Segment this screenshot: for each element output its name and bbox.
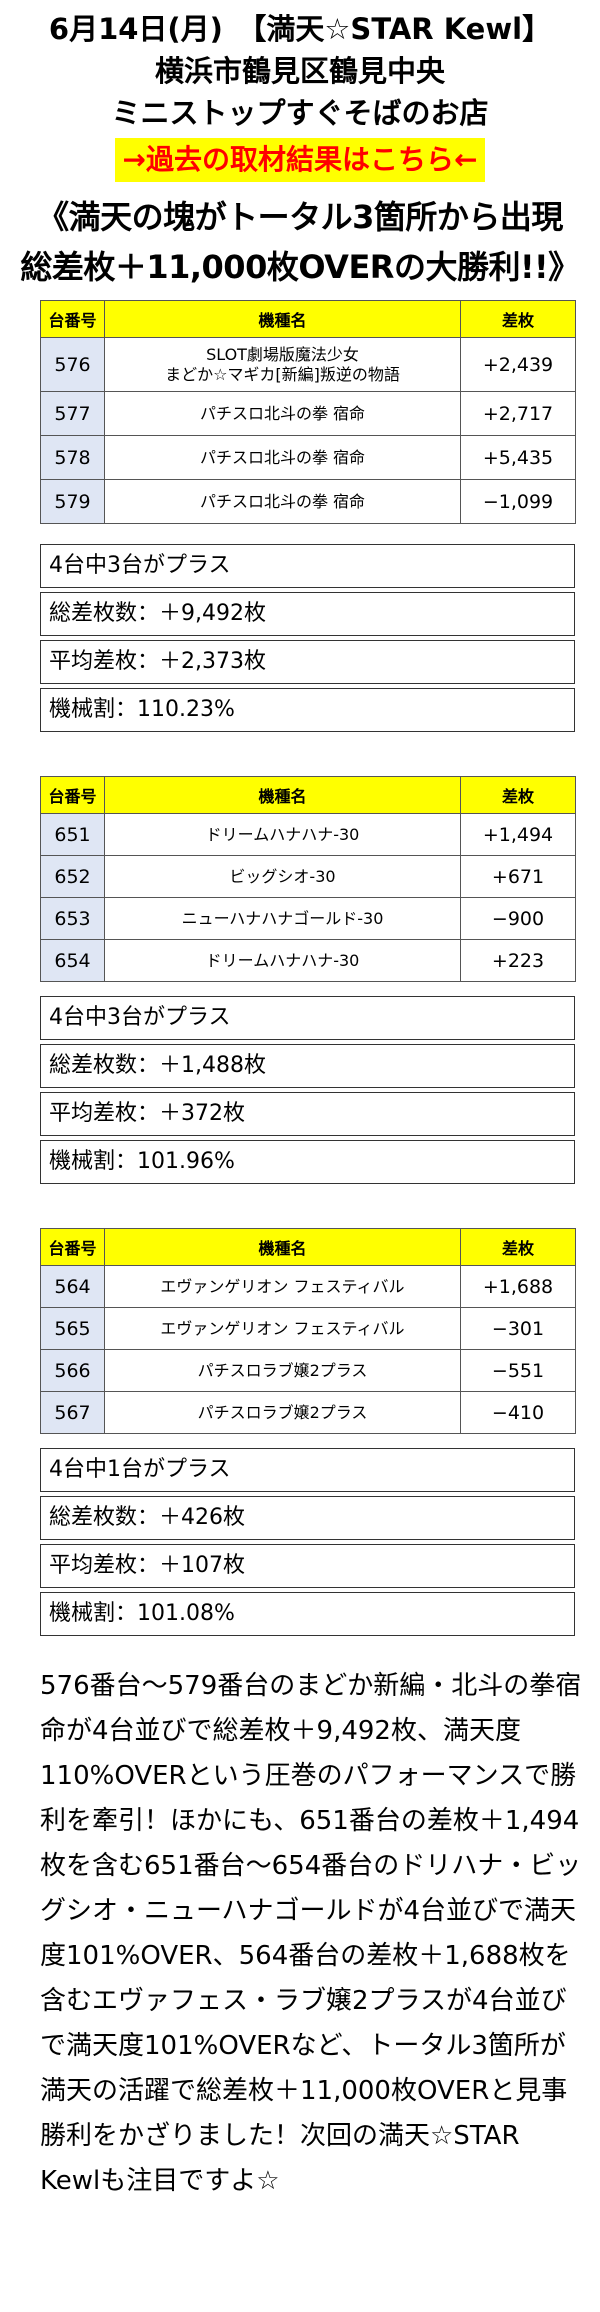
past-results-link[interactable]: →過去の取材結果はこちら← <box>114 138 486 182</box>
average-diff: 平均差枚：＋372枚 <box>40 1092 575 1136</box>
machine-name: ドリームハナハナ-30 <box>104 939 461 982</box>
store-landmark: ミニストップすぐそばのお店 <box>111 96 489 130</box>
result-group-1: 台番号 機種名 差枚 576 SLOT劇場版魔法少女 まどか☆マギカ[新編]叛逆… <box>40 300 576 732</box>
table-row: 578 パチスロ北斗の拳 宿命 +5,435 <box>40 435 576 480</box>
total-diff: 総差枚数：＋9,492枚 <box>40 592 575 636</box>
machine-name: ニューハナハナゴールド-30 <box>104 897 461 940</box>
machine-name: エヴァンゲリオン フェスティバル <box>104 1307 461 1350</box>
date-store-title: 6月14日(月) 【満天☆STAR Kewl】 <box>48 12 552 46</box>
machine-number: 564 <box>40 1265 105 1308</box>
machine-name-line-2: まどか☆マギカ[新編]叛逆の物語 <box>165 364 400 384</box>
column-header-machine: 機種名 <box>104 300 461 338</box>
table-row: 651 ドリームハナハナ-30 +1,494 <box>40 813 576 856</box>
coin-diff: −301 <box>460 1307 576 1350</box>
coin-diff: +223 <box>460 939 576 982</box>
table-row: 565 エヴァンゲリオン フェスティバル −301 <box>40 1307 576 1350</box>
table-row: 576 SLOT劇場版魔法少女 まどか☆マギカ[新編]叛逆の物語 +2,439 <box>40 337 576 392</box>
payout-rate: 機械割：101.08% <box>40 1592 575 1636</box>
machine-number: 653 <box>40 897 105 940</box>
machine-number: 576 <box>40 337 105 392</box>
summary-paragraph: 576番台〜579番台のまどか新編・北斗の拳宿命が4台並びで総差枚＋9,492枚… <box>40 1671 582 2196</box>
table-row: 579 パチスロ北斗の拳 宿命 −1,099 <box>40 479 576 524</box>
article-header: 6月14日(月) 【満天☆STAR Kewl】 横浜市鶴見区鶴見中央 ミニストッ… <box>0 0 600 182</box>
coin-diff: −1,099 <box>460 479 576 524</box>
table-row: 566 パチスロラブ嬢2プラス −551 <box>40 1349 576 1392</box>
machine-name: エヴァンゲリオン フェスティバル <box>104 1265 461 1308</box>
machine-name: SLOT劇場版魔法少女 まどか☆マギカ[新編]叛逆の物語 <box>104 337 461 392</box>
table-row: 654 ドリームハナハナ-30 +223 <box>40 939 576 982</box>
machine-name: パチスロラブ嬢2プラス <box>104 1391 461 1434</box>
coin-diff: −551 <box>460 1349 576 1392</box>
column-header-diff: 差枚 <box>460 1228 576 1266</box>
result-group-2: 台番号 機種名 差枚 651 ドリームハナハナ-30 +1,494 652 ビッ… <box>40 776 576 1184</box>
coin-diff: +2,717 <box>460 391 576 436</box>
payout-rate: 機械割：110.23% <box>40 688 575 732</box>
machine-number: 577 <box>40 391 105 436</box>
machine-name: パチスロ北斗の拳 宿命 <box>104 479 461 524</box>
column-header-diff: 差枚 <box>460 776 576 814</box>
machine-name: パチスロラブ嬢2プラス <box>104 1349 461 1392</box>
machine-number: 567 <box>40 1391 105 1434</box>
table-header-row: 台番号 機種名 差枚 <box>40 300 576 338</box>
table-row: 652 ビッグシオ-30 +671 <box>40 855 576 898</box>
results-table: 台番号 機種名 差枚 651 ドリームハナハナ-30 +1,494 652 ビッ… <box>40 776 576 982</box>
column-header-number: 台番号 <box>40 776 105 814</box>
machine-number: 566 <box>40 1349 105 1392</box>
table-row: 577 パチスロ北斗の拳 宿命 +2,717 <box>40 391 576 436</box>
headline-line-1: 《満天の塊がトータル3箇所から出現 <box>37 198 563 236</box>
total-diff: 総差枚数：＋426枚 <box>40 1496 575 1540</box>
table-header-row: 台番号 機種名 差枚 <box>40 776 576 814</box>
column-header-machine: 機種名 <box>104 776 461 814</box>
machine-number: 565 <box>40 1307 105 1350</box>
store-location: 横浜市鶴見区鶴見中央 <box>154 54 445 88</box>
total-diff: 総差枚数：＋1,488枚 <box>40 1044 575 1088</box>
machine-number: 654 <box>40 939 105 982</box>
results-table: 台番号 機種名 差枚 576 SLOT劇場版魔法少女 まどか☆マギカ[新編]叛逆… <box>40 300 576 524</box>
table-row: 653 ニューハナハナゴールド-30 −900 <box>40 897 576 940</box>
result-group-3: 台番号 機種名 差枚 564 エヴァンゲリオン フェスティバル +1,688 5… <box>40 1228 576 1636</box>
table-row: 567 パチスロラブ嬢2プラス −410 <box>40 1391 576 1434</box>
results-table: 台番号 機種名 差枚 564 エヴァンゲリオン フェスティバル +1,688 5… <box>40 1228 576 1434</box>
table-header-row: 台番号 機種名 差枚 <box>40 1228 576 1266</box>
plus-count: 4台中1台がプラス <box>40 1448 575 1492</box>
machine-name: パチスロ北斗の拳 宿命 <box>104 391 461 436</box>
machine-name-line-1: SLOT劇場版魔法少女 <box>206 344 359 364</box>
headline: 《満天の塊がトータル3箇所から出現 総差枚＋11,000枚OVERの大勝利!!》 <box>0 192 600 292</box>
headline-line-2: 総差枚＋11,000枚OVERの大勝利!!》 <box>20 248 580 286</box>
column-header-number: 台番号 <box>40 300 105 338</box>
column-header-machine: 機種名 <box>104 1228 461 1266</box>
table-row: 564 エヴァンゲリオン フェスティバル +1,688 <box>40 1265 576 1308</box>
coin-diff: −410 <box>460 1391 576 1434</box>
machine-name: ビッグシオ-30 <box>104 855 461 898</box>
coin-diff: −900 <box>460 897 576 940</box>
payout-rate: 機械割：101.96% <box>40 1140 575 1184</box>
machine-number: 578 <box>40 435 105 480</box>
coin-diff: +2,439 <box>460 337 576 392</box>
machine-name: パチスロ北斗の拳 宿命 <box>104 435 461 480</box>
coin-diff: +671 <box>460 855 576 898</box>
column-header-number: 台番号 <box>40 1228 105 1266</box>
machine-number: 651 <box>40 813 105 856</box>
average-diff: 平均差枚：＋107枚 <box>40 1544 575 1588</box>
average-diff: 平均差枚：＋2,373枚 <box>40 640 575 684</box>
coin-diff: +1,688 <box>460 1265 576 1308</box>
column-header-diff: 差枚 <box>460 300 576 338</box>
machine-number: 579 <box>40 479 105 524</box>
coin-diff: +5,435 <box>460 435 576 480</box>
machine-number: 652 <box>40 855 105 898</box>
plus-count: 4台中3台がプラス <box>40 996 575 1040</box>
machine-name: ドリームハナハナ-30 <box>104 813 461 856</box>
coin-diff: +1,494 <box>460 813 576 856</box>
plus-count: 4台中3台がプラス <box>40 544 575 588</box>
